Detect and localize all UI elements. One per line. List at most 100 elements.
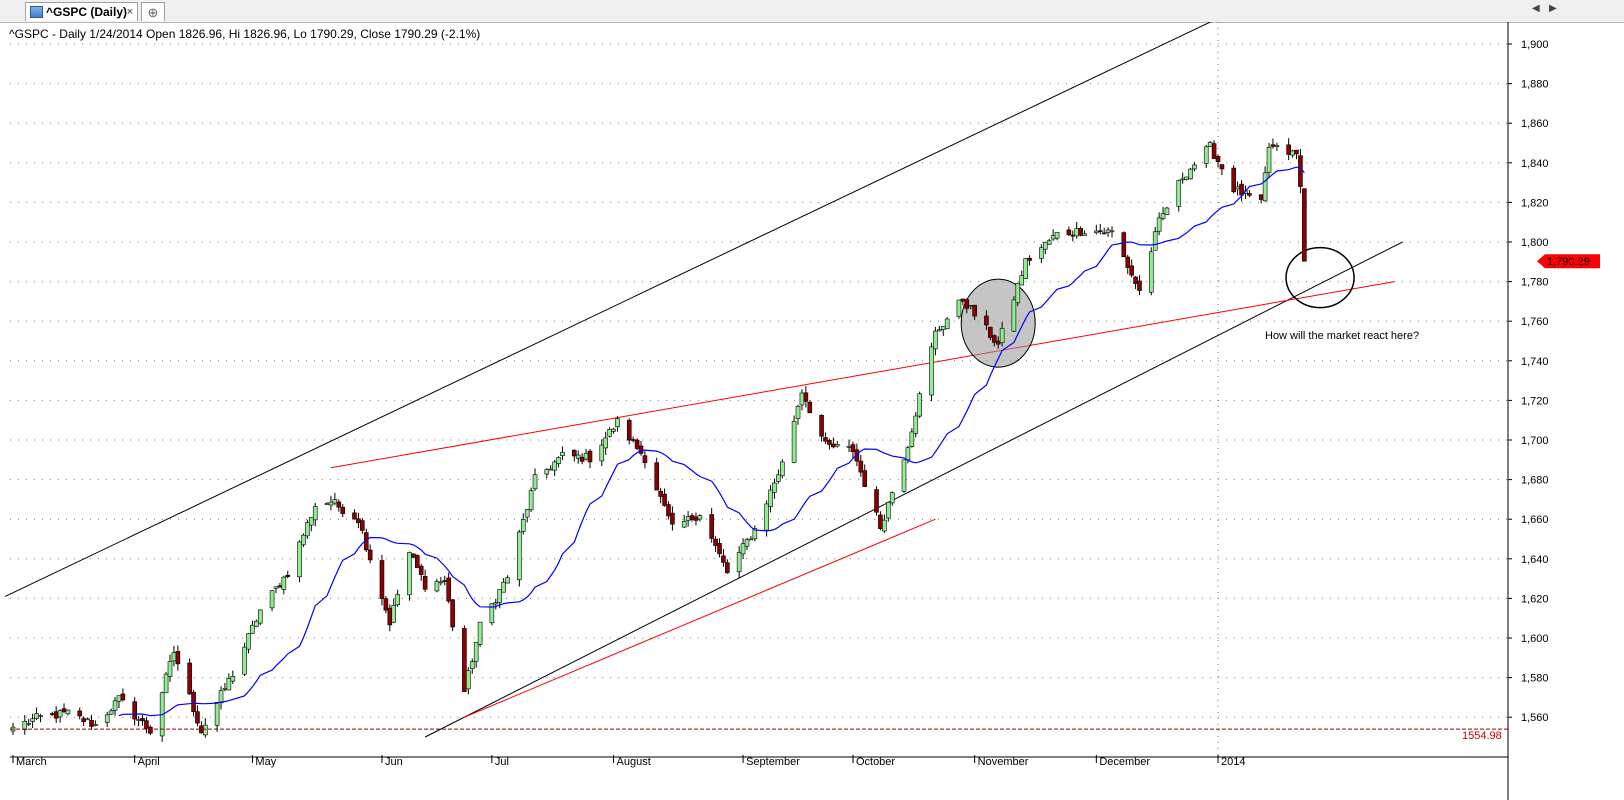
candle-down bbox=[175, 651, 181, 665]
candle-down bbox=[1270, 144, 1276, 147]
y-tick-label: 1,780 bbox=[1521, 277, 1549, 289]
candle-up bbox=[112, 700, 118, 711]
candle-down bbox=[1137, 280, 1142, 291]
candle-down bbox=[1101, 232, 1107, 235]
candle-up bbox=[309, 517, 314, 526]
candle-down bbox=[1239, 183, 1244, 196]
candle-up bbox=[477, 621, 483, 645]
candle-up bbox=[528, 490, 534, 511]
new-tab-button[interactable]: ⊕ bbox=[141, 2, 165, 21]
candle-up bbox=[552, 461, 557, 471]
candle-down bbox=[972, 304, 977, 317]
candle-up bbox=[1105, 229, 1111, 233]
baseline-label: 1554.98 bbox=[1462, 730, 1502, 742]
candle-up bbox=[913, 415, 919, 434]
candle-up bbox=[1164, 207, 1170, 215]
tab-gspc-daily[interactable]: ^GSPC (Daily) × bbox=[25, 2, 138, 21]
candle-up bbox=[764, 503, 769, 531]
trendline-red bbox=[464, 518, 936, 718]
candle-up bbox=[999, 328, 1005, 343]
y-tick-label: 1,800 bbox=[1521, 237, 1549, 249]
candle-up bbox=[434, 581, 440, 592]
candle-up bbox=[520, 519, 526, 532]
candle-up bbox=[583, 452, 589, 460]
candle-down bbox=[1219, 164, 1225, 170]
tab-label: ^GSPC (Daily) bbox=[46, 5, 128, 19]
y-tick-label: 1,560 bbox=[1521, 712, 1549, 724]
candle-down bbox=[689, 515, 695, 520]
y-tick-label: 1,820 bbox=[1521, 197, 1549, 209]
candle-down bbox=[1231, 167, 1237, 193]
candle-up bbox=[493, 602, 499, 605]
candle-up bbox=[466, 670, 471, 690]
candle-up bbox=[1266, 146, 1272, 173]
candle-up bbox=[1262, 172, 1268, 202]
candle-up bbox=[1207, 141, 1213, 147]
candle-down bbox=[1298, 155, 1303, 187]
candle-up bbox=[776, 474, 781, 482]
candle-up bbox=[230, 676, 236, 682]
candle-up bbox=[599, 444, 605, 462]
candle-up bbox=[1109, 230, 1115, 233]
candle-up bbox=[524, 509, 530, 518]
candle-up bbox=[834, 444, 840, 447]
candle-down bbox=[1121, 232, 1127, 258]
candle-down bbox=[340, 506, 346, 515]
candle-down bbox=[995, 340, 1001, 345]
candle-up bbox=[136, 719, 141, 721]
circle-november bbox=[960, 278, 1036, 368]
candle-up bbox=[532, 474, 538, 490]
candle-up bbox=[26, 723, 32, 725]
candle-up bbox=[1019, 275, 1025, 286]
candle-down bbox=[670, 512, 675, 525]
candle-down bbox=[587, 450, 593, 463]
scroll-right-icon[interactable]: ▶ bbox=[1549, 3, 1557, 14]
candle-up bbox=[332, 499, 338, 504]
candle-up bbox=[556, 457, 561, 464]
candle-up bbox=[301, 534, 306, 546]
candle-down bbox=[285, 574, 291, 577]
candle-down bbox=[709, 514, 714, 539]
candle-down bbox=[964, 299, 970, 309]
scroll-left-icon[interactable]: ◀ bbox=[1532, 3, 1540, 14]
price-chart[interactable]: 1,560 1,580 1,600 1,620 1,640 1,660 1,680 1,700… bbox=[0, 22, 1624, 800]
candle-down bbox=[187, 662, 192, 695]
candle-up bbox=[85, 718, 90, 721]
y-tick-label: 1,640 bbox=[1521, 554, 1549, 566]
moving-average-line bbox=[118, 166, 1305, 717]
candle-down bbox=[120, 693, 126, 701]
candle-up bbox=[681, 521, 687, 528]
candle-up bbox=[257, 609, 263, 624]
candle-down bbox=[148, 726, 153, 734]
candle-down bbox=[831, 443, 836, 448]
candle-up bbox=[1054, 231, 1060, 239]
candle-down bbox=[642, 455, 648, 463]
candle-down bbox=[411, 553, 416, 558]
candle-up bbox=[1160, 213, 1166, 219]
x-tick-label: November bbox=[978, 756, 1029, 768]
candle-down bbox=[81, 718, 86, 722]
candle-up bbox=[1148, 251, 1154, 293]
y-tick-label: 1,760 bbox=[1521, 316, 1549, 328]
candle-down bbox=[89, 719, 94, 727]
candle-down bbox=[462, 628, 467, 692]
candle-up bbox=[1015, 282, 1021, 304]
candle-up bbox=[108, 710, 114, 715]
candle-up bbox=[748, 538, 754, 541]
candle-down bbox=[1070, 234, 1076, 237]
candle-down bbox=[446, 577, 451, 602]
candle-up bbox=[163, 673, 169, 694]
candle-up bbox=[222, 688, 228, 690]
trendline-black bbox=[4, 22, 1212, 597]
candle-down bbox=[140, 718, 145, 722]
y-tick-label: 1,580 bbox=[1521, 673, 1549, 685]
x-tick-label: October bbox=[856, 756, 895, 768]
close-icon[interactable]: × bbox=[126, 6, 133, 18]
candle-down bbox=[277, 585, 283, 588]
x-tick-label: Jul bbox=[495, 756, 509, 768]
candle-down bbox=[988, 326, 993, 338]
candle-up bbox=[391, 604, 397, 623]
tab-bar: ^GSPC (Daily) × ⊕ ◀ ▶ bbox=[0, 0, 1624, 23]
chart-info-line: ^GSPC - Daily 1/24/2014 Open 1826.96, Hi… bbox=[9, 27, 481, 41]
candle-up bbox=[1192, 164, 1197, 170]
